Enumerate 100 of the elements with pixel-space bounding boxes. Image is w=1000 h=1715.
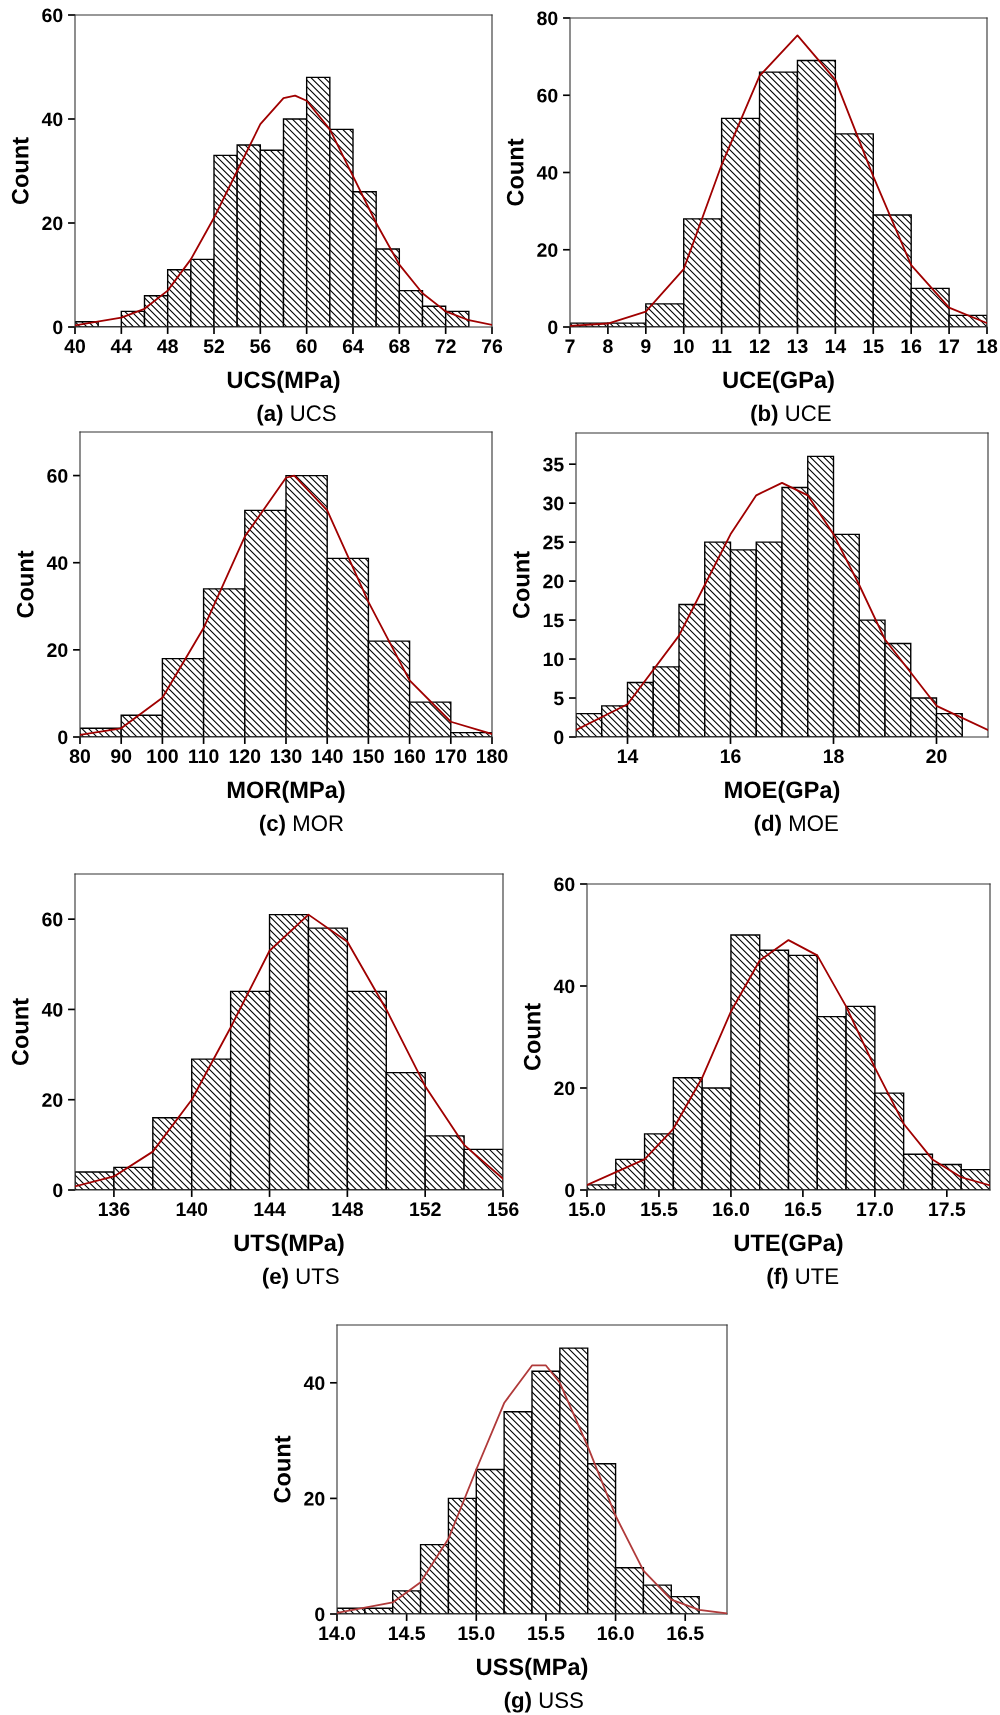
x-tick-label: 144 bbox=[254, 1202, 286, 1216]
x-tick-label: 9 bbox=[641, 339, 651, 354]
x-axis-title: UCS(MPa) bbox=[227, 370, 340, 393]
y-tick-label: 0 bbox=[565, 1183, 575, 1198]
y-axis-title: Count bbox=[273, 1435, 291, 1503]
x-tick-label: 14.0 bbox=[319, 1626, 356, 1641]
x-tick-label: 15.5 bbox=[528, 1626, 565, 1641]
x-tick-label: 14 bbox=[825, 339, 847, 353]
y-tick-label: 60 bbox=[554, 877, 575, 892]
x-tick-label: 180 bbox=[477, 749, 508, 764]
x-axis-title: MOE(GPa) bbox=[725, 780, 840, 803]
x-tick-label: 20 bbox=[926, 749, 947, 764]
text: (a) UCS bbox=[257, 404, 336, 426]
y-axis-title: Count bbox=[16, 550, 34, 618]
y-tick-label: 40 bbox=[41, 1002, 63, 1017]
text: (f) UTE bbox=[767, 1267, 839, 1289]
text: (d) MOE bbox=[754, 814, 838, 836]
x-tick-label: 156 bbox=[488, 1202, 519, 1217]
x-tick-label: 15.0 bbox=[458, 1626, 495, 1641]
y-tick-label: 20 bbox=[304, 1491, 325, 1506]
y-tick-label: 0 bbox=[53, 1183, 63, 1198]
x-tick-label: 72 bbox=[435, 339, 456, 353]
x-tick-label: 44 bbox=[110, 339, 133, 353]
x-tick-label: 160 bbox=[394, 749, 426, 764]
x-axis-title: UTS(MPa) bbox=[234, 1233, 344, 1256]
x-tick-label: 56 bbox=[250, 339, 271, 354]
x-tick-label: 76 bbox=[482, 339, 503, 354]
y-tick-label: 25 bbox=[543, 535, 564, 550]
y-tick-label: 0 bbox=[548, 320, 558, 335]
x-tick-label: 130 bbox=[271, 749, 302, 764]
y-tick-label: 60 bbox=[537, 88, 558, 103]
y-tick-label: 40 bbox=[46, 556, 68, 570]
text: (e) UTS bbox=[262, 1267, 339, 1289]
x-tick-label: 17.5 bbox=[929, 1202, 966, 1217]
y-tick-label: 35 bbox=[543, 457, 564, 472]
y-tick-label: 20 bbox=[42, 1093, 63, 1107]
x-tick-label: 90 bbox=[111, 749, 132, 764]
y-tick-label: 15 bbox=[543, 613, 564, 628]
x-tick-label: 7 bbox=[565, 339, 575, 353]
x-tick-label: 18 bbox=[823, 749, 844, 764]
x-tick-label: 100 bbox=[147, 749, 178, 764]
y-axis-title: Count bbox=[11, 998, 29, 1066]
y-tick-label: 20 bbox=[42, 216, 63, 231]
text: (c) MOR bbox=[259, 814, 343, 836]
x-tick-label: 170 bbox=[435, 749, 467, 764]
x-tick-label: 110 bbox=[189, 749, 219, 764]
x-tick-label: 15 bbox=[863, 339, 884, 354]
x-tick-label: 16 bbox=[720, 749, 741, 764]
y-tick-label: 20 bbox=[47, 643, 68, 658]
y-tick-label: 30 bbox=[543, 496, 564, 511]
y-tick-label: 5 bbox=[553, 691, 564, 706]
y-tick-label: 80 bbox=[537, 11, 558, 26]
y-axis-title: Count bbox=[11, 137, 29, 205]
y-tick-label: 40 bbox=[303, 1376, 325, 1391]
x-tick-label: 140 bbox=[312, 749, 343, 764]
y-tick-label: 40 bbox=[553, 979, 575, 994]
x-tick-label: 16.0 bbox=[597, 1626, 634, 1641]
x-tick-label: 14.5 bbox=[388, 1626, 426, 1641]
x-tick-label: 15.5 bbox=[641, 1202, 678, 1217]
x-tick-label: 64 bbox=[342, 339, 364, 354]
x-tick-label: 16.0 bbox=[713, 1202, 750, 1217]
y-tick-label: 60 bbox=[42, 912, 63, 927]
y-tick-label: 20 bbox=[537, 243, 558, 257]
y-tick-label: 20 bbox=[543, 574, 564, 589]
x-tick-label: 14 bbox=[617, 749, 639, 763]
x-axis-title: USS(MPa) bbox=[477, 1657, 588, 1680]
x-tick-label: 136 bbox=[98, 1202, 130, 1217]
y-tick-label: 40 bbox=[41, 112, 63, 127]
x-axis-title: UTE(GPa) bbox=[734, 1233, 843, 1256]
x-tick-label: 16.5 bbox=[785, 1202, 822, 1217]
x-tick-label: 152 bbox=[410, 1202, 441, 1217]
x-tick-label: 11 bbox=[712, 339, 732, 353]
x-tick-label: 13 bbox=[787, 339, 808, 354]
x-axis-title: UCE(GPa) bbox=[723, 370, 834, 393]
y-tick-label: 0 bbox=[554, 730, 564, 745]
text: (b) UCE bbox=[751, 404, 831, 426]
x-tick-label: 17 bbox=[939, 339, 960, 353]
y-tick-label: 0 bbox=[315, 1607, 325, 1622]
x-tick-label: 15.0 bbox=[569, 1202, 606, 1217]
text: (g) USS bbox=[504, 1691, 583, 1713]
y-tick-label: 40 bbox=[536, 165, 558, 180]
x-tick-label: 10 bbox=[674, 339, 694, 354]
y-tick-label: 60 bbox=[47, 469, 68, 483]
y-tick-label: 0 bbox=[58, 730, 68, 745]
x-tick-label: 18 bbox=[977, 339, 998, 354]
y-axis-title: Count bbox=[523, 1003, 541, 1071]
y-tick-label: 0 bbox=[53, 320, 63, 335]
x-tick-label: 140 bbox=[176, 1202, 208, 1217]
x-tick-label: 150 bbox=[353, 749, 384, 764]
x-tick-label: 12 bbox=[749, 339, 770, 353]
x-tick-label: 52 bbox=[203, 339, 225, 354]
x-tick-label: 40 bbox=[64, 339, 86, 354]
y-tick-label: 60 bbox=[42, 8, 63, 23]
x-tick-label: 120 bbox=[229, 749, 261, 764]
x-axis-title: MOR(MPa) bbox=[227, 780, 345, 803]
y-axis-title: Count bbox=[512, 551, 530, 619]
x-tick-label: 48 bbox=[157, 339, 178, 354]
y-axis-title: Count bbox=[506, 138, 524, 206]
x-tick-label: 16 bbox=[901, 339, 922, 354]
x-tick-label: 16.5 bbox=[667, 1626, 704, 1641]
